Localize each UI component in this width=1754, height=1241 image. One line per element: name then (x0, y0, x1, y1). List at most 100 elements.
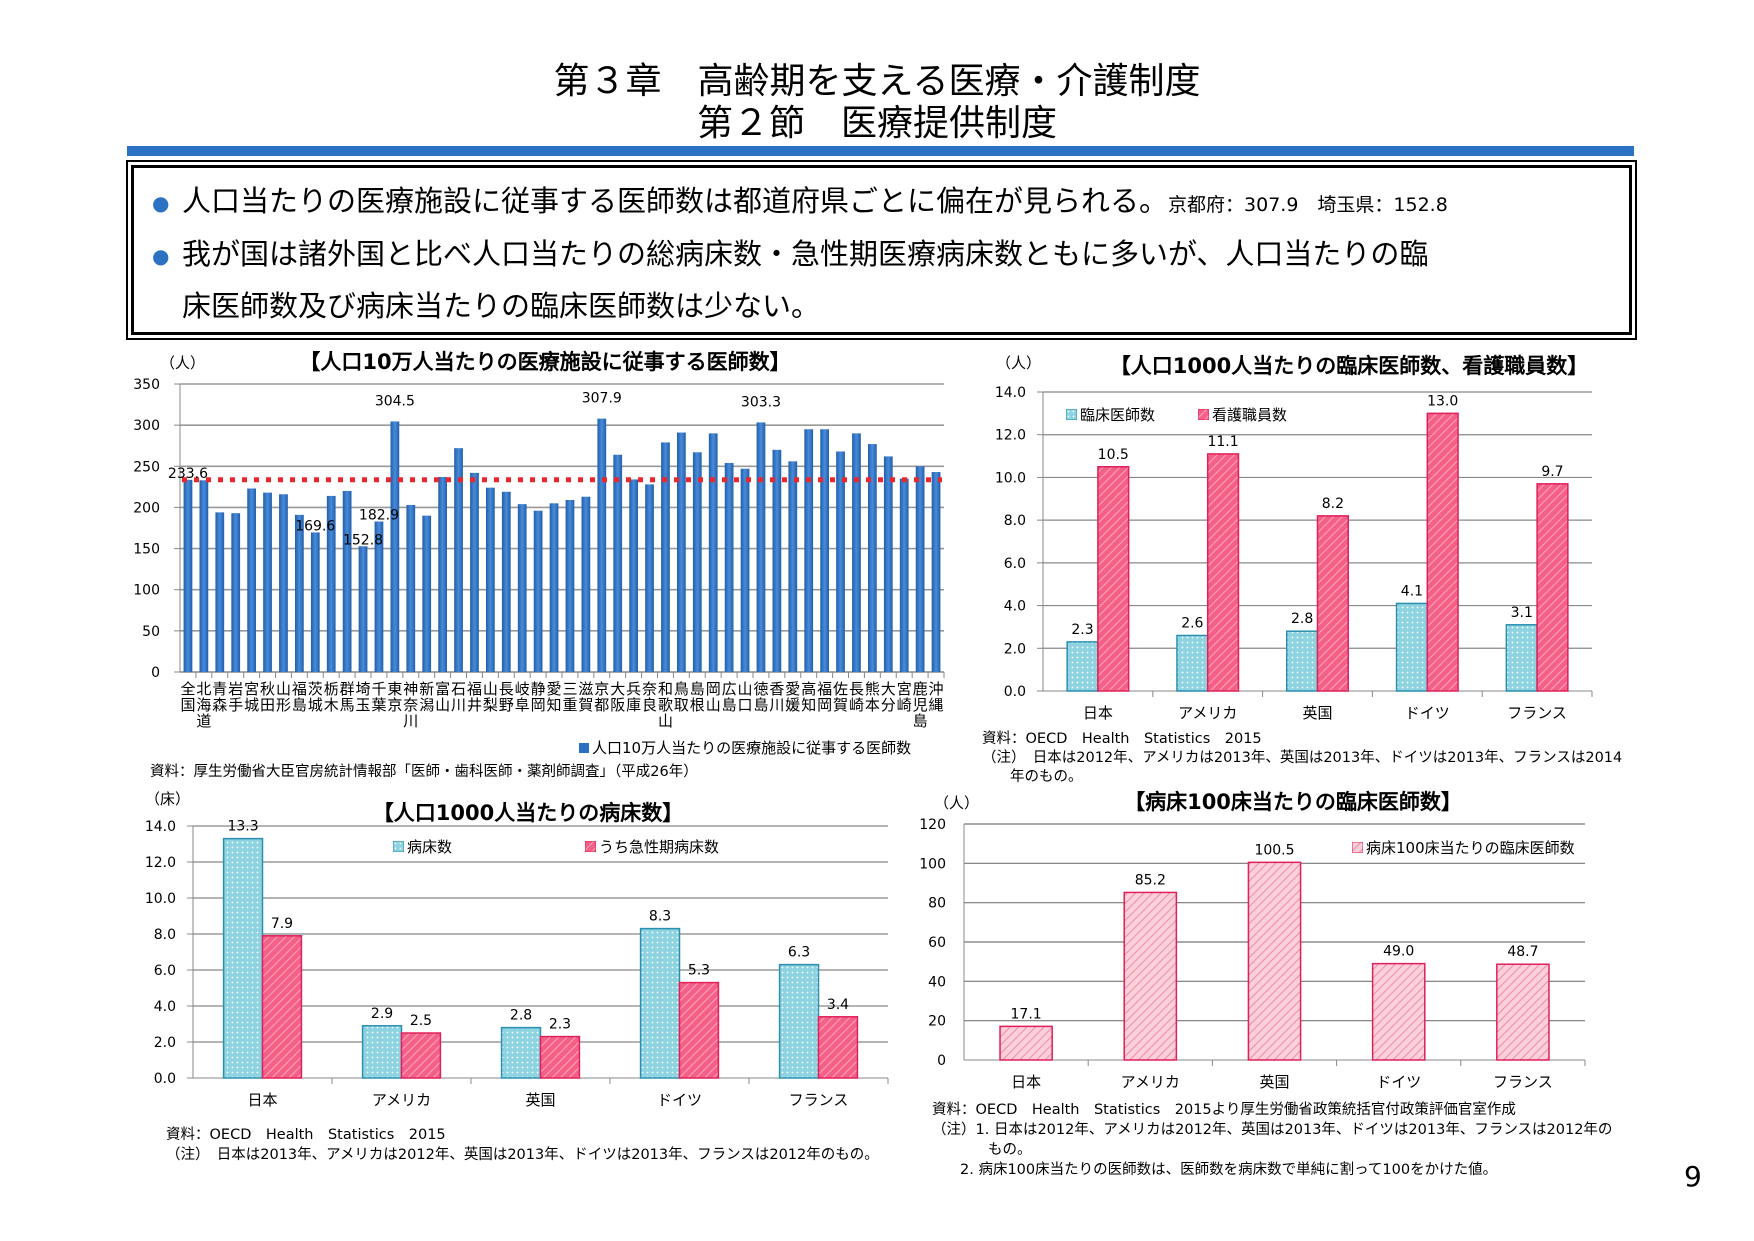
chart4-title: 【病床100床当たりの臨床医師数】 (1124, 790, 1462, 814)
category-char: 長 (849, 680, 864, 698)
category-char: 香 (769, 680, 784, 698)
bar (438, 476, 448, 672)
y-tick-label: 0 (937, 1053, 946, 1069)
y-tick-label: 12.0 (145, 855, 176, 871)
category-label: 静岡 (531, 680, 546, 714)
bar (310, 532, 320, 672)
bar (222, 837, 264, 1079)
category-char: 群 (340, 680, 355, 698)
bar (1496, 963, 1550, 1061)
category-char: 形 (276, 696, 291, 714)
bar (692, 452, 702, 672)
category-label: 島根 (690, 680, 705, 714)
chart-1: 050100150200250300350全国北海道青森岩手宮城秋田山形福島茨城… (133, 377, 945, 730)
bar (852, 433, 861, 672)
category-char: 島 (913, 712, 928, 730)
category-char: 岡 (706, 680, 721, 698)
y-tick-label: 10.0 (995, 470, 1026, 486)
category-char: 川 (451, 696, 466, 714)
category-label: 香川 (769, 680, 784, 714)
category-label: 愛媛 (785, 680, 800, 714)
category-char: 大 (610, 680, 625, 698)
category-label: 山形 (276, 680, 291, 714)
category-char: 岐 (515, 680, 530, 698)
category-label: 岡山 (706, 680, 721, 714)
category-char: 福 (467, 680, 482, 698)
y-tick-label: 6.0 (1004, 556, 1026, 572)
bar (1206, 453, 1240, 692)
category-label: 宮城 (244, 680, 259, 714)
bar (422, 515, 432, 672)
legend-label: 臨床医師数 (1080, 406, 1156, 424)
category-char: 熊 (865, 680, 880, 698)
chart3-source: 資料：OECD Health Statistics 2015 (166, 1127, 446, 1143)
bullet-text: 我が国は諸外国と比べ人口当たりの総病床数・急性期医療病床数ともに多いが、人口当た… (182, 237, 1429, 271)
bullet-icon: ● (152, 191, 170, 215)
bar (597, 418, 607, 672)
category-char: 静 (531, 680, 546, 698)
data-label: 7.9 (271, 916, 293, 932)
category-label: 長崎 (849, 680, 864, 714)
data-label: 233.6 (168, 466, 208, 482)
data-label: 4.1 (1401, 583, 1423, 599)
chart2-legend-nurses: 看護職員数 (1198, 404, 1287, 425)
chart2-unit: （人） (996, 354, 1042, 372)
data-label: 2.5 (410, 1013, 432, 1029)
category-char: 知 (547, 696, 562, 714)
bar (740, 468, 750, 672)
category-label: 千葉 (371, 680, 386, 714)
category-char: 森 (212, 696, 227, 714)
category-char: 媛 (785, 696, 800, 714)
y-tick-label: 10.0 (145, 891, 176, 907)
category-char: 崎 (897, 696, 912, 714)
category-char: 良 (642, 696, 657, 714)
bar (199, 480, 209, 672)
legend-swatch-hatch (585, 841, 596, 852)
category-label: 栃木 (324, 680, 339, 714)
bar (778, 963, 820, 1079)
category-label: 石川 (451, 680, 466, 714)
bar (915, 466, 925, 672)
data-label: 13.3 (227, 819, 258, 835)
category-char: 国 (180, 696, 195, 714)
chart1-title: 【人口10万人当たりの医療施設に従事する医師数】 (299, 350, 791, 374)
data-label: 10.5 (1098, 447, 1129, 463)
data-label: 8.2 (1322, 496, 1344, 512)
category-char: 福 (292, 680, 307, 698)
y-tick-label: 100 (133, 583, 160, 599)
category-char: 重 (562, 696, 577, 714)
bar (342, 490, 352, 672)
category-char: 阪 (610, 696, 625, 714)
category-label: 愛知 (547, 680, 562, 714)
category-label: 日本 (1011, 1073, 1041, 1091)
data-label: 17.1 (1011, 1006, 1042, 1022)
category-label: 長野 (499, 680, 514, 714)
bar (549, 503, 559, 672)
chart4-source: 資料：OECD Health Statistics 2015より厚生労働省政策統… (932, 1102, 1516, 1118)
data-label: 48.7 (1507, 944, 1538, 960)
category-char: 石 (451, 680, 466, 698)
y-tick-label: 6.0 (154, 963, 176, 979)
category-char: 潟 (419, 696, 434, 714)
category-char: 奈 (642, 680, 657, 698)
bar (804, 429, 814, 672)
data-label: 100.5 (1254, 842, 1294, 858)
category-label: 英国 (1302, 704, 1332, 722)
category-label: 新潟 (419, 680, 434, 714)
bar (263, 492, 272, 672)
bar (215, 512, 225, 672)
y-tick-label: 80 (928, 896, 946, 912)
chart3-note: （注） 日本は2013年、アメリカは2012年、英国は2013年、ドイツは201… (166, 1147, 879, 1163)
category-char: 高 (801, 680, 816, 698)
category-char: 宮 (897, 680, 912, 698)
category-char: 道 (196, 712, 211, 730)
data-label: 8.3 (649, 909, 671, 925)
chart2-note-cont: 年のもの。 (1010, 769, 1083, 785)
category-label: 青森 (212, 680, 227, 714)
category-char: 本 (865, 696, 880, 714)
bar (931, 472, 941, 672)
category-char: 根 (690, 696, 705, 714)
chart2-legend-doctors: 臨床医師数 (1066, 404, 1155, 425)
bar (326, 495, 336, 672)
chart3-legend-beds: 病床数 (393, 836, 452, 857)
